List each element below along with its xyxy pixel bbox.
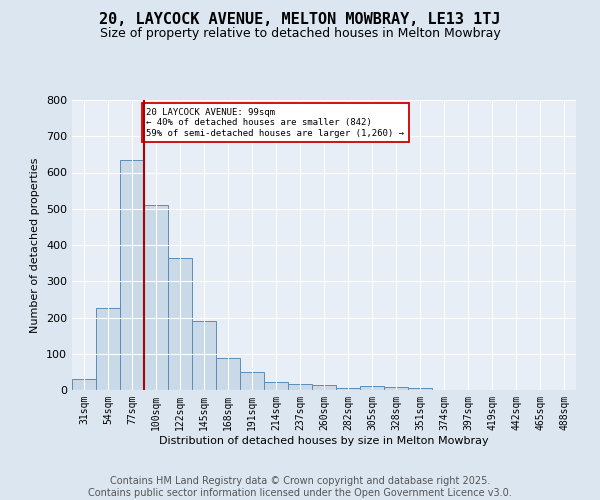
Bar bbox=[408, 388, 432, 390]
Bar bbox=[360, 386, 384, 390]
Bar bbox=[240, 372, 264, 390]
Y-axis label: Number of detached properties: Number of detached properties bbox=[31, 158, 40, 332]
Bar bbox=[96, 308, 120, 390]
Bar bbox=[216, 358, 240, 390]
X-axis label: Distribution of detached houses by size in Melton Mowbray: Distribution of detached houses by size … bbox=[159, 436, 489, 446]
Bar bbox=[192, 321, 216, 390]
Bar bbox=[168, 258, 192, 390]
Text: 20, LAYCOCK AVENUE, MELTON MOWBRAY, LE13 1TJ: 20, LAYCOCK AVENUE, MELTON MOWBRAY, LE13… bbox=[99, 12, 501, 28]
Bar bbox=[264, 382, 288, 390]
Bar bbox=[336, 388, 360, 390]
Text: Size of property relative to detached houses in Melton Mowbray: Size of property relative to detached ho… bbox=[100, 28, 500, 40]
Bar bbox=[144, 205, 168, 390]
Bar bbox=[288, 384, 312, 390]
Text: 20 LAYCOCK AVENUE: 99sqm
← 40% of detached houses are smaller (842)
59% of semi-: 20 LAYCOCK AVENUE: 99sqm ← 40% of detach… bbox=[146, 108, 404, 138]
Text: Contains HM Land Registry data © Crown copyright and database right 2025.
Contai: Contains HM Land Registry data © Crown c… bbox=[88, 476, 512, 498]
Bar bbox=[384, 388, 408, 390]
Bar bbox=[120, 160, 144, 390]
Bar bbox=[72, 379, 96, 390]
Bar bbox=[312, 384, 336, 390]
